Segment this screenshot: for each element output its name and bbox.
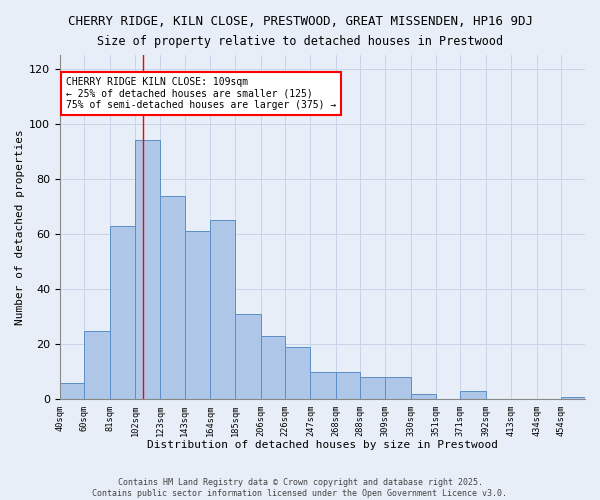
Text: Contains HM Land Registry data © Crown copyright and database right 2025.
Contai: Contains HM Land Registry data © Crown c…	[92, 478, 508, 498]
Bar	[60, 383, 84, 400]
Bar	[135, 140, 160, 400]
Bar	[185, 232, 210, 400]
Bar	[84, 330, 110, 400]
Text: CHERRY RIDGE KILN CLOSE: 109sqm
← 25% of detached houses are smaller (125)
75% o: CHERRY RIDGE KILN CLOSE: 109sqm ← 25% of…	[66, 77, 337, 110]
Bar	[561, 396, 585, 400]
Bar	[210, 220, 235, 400]
Bar	[235, 314, 261, 400]
Bar	[360, 378, 385, 400]
Bar	[385, 378, 411, 400]
Bar	[411, 394, 436, 400]
Text: CHERRY RIDGE, KILN CLOSE, PRESTWOOD, GREAT MISSENDEN, HP16 9DJ: CHERRY RIDGE, KILN CLOSE, PRESTWOOD, GRE…	[67, 15, 533, 28]
X-axis label: Distribution of detached houses by size in Prestwood: Distribution of detached houses by size …	[147, 440, 498, 450]
Bar	[310, 372, 336, 400]
Bar	[285, 347, 310, 400]
Text: Size of property relative to detached houses in Prestwood: Size of property relative to detached ho…	[97, 35, 503, 48]
Bar	[110, 226, 135, 400]
Bar	[160, 196, 185, 400]
Bar	[460, 391, 486, 400]
Y-axis label: Number of detached properties: Number of detached properties	[15, 130, 25, 325]
Bar	[336, 372, 360, 400]
Bar	[261, 336, 285, 400]
